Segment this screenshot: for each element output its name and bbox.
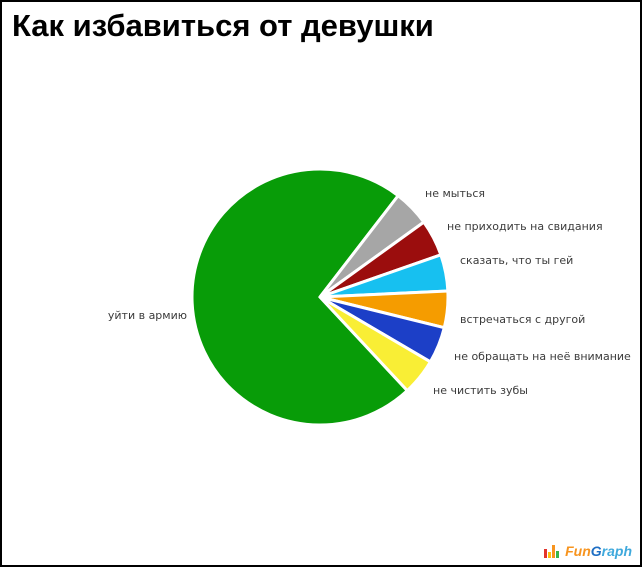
- chart-title: Как избавиться от девушки: [12, 8, 434, 43]
- slice-label-2: не приходить на свидания: [447, 220, 603, 233]
- slice-label-1: не мыться: [425, 187, 485, 200]
- slice-label-3: сказать, что ты гей: [460, 254, 574, 267]
- slice-label-5: не обращать на неё внимание: [454, 350, 631, 363]
- fungraph-wordmark-part-1: G: [590, 543, 602, 559]
- slice-label-6: не чистить зубы: [433, 384, 528, 397]
- fungraph-logo: FunGraph: [544, 544, 632, 558]
- bar-chart-icon-bar: [548, 552, 552, 558]
- pie-slice-6: [318, 295, 433, 393]
- bar-chart-icon-bar: [556, 551, 560, 558]
- fungraph-wordmark-part-2: raph: [601, 543, 632, 559]
- bar-chart-icon: [544, 545, 560, 558]
- fungraph-wordmark-part-0: Fun: [565, 543, 591, 559]
- bar-chart-icon-bar: [552, 545, 556, 558]
- fungraph-wordmark: FunGraph: [565, 544, 632, 558]
- bar-chart-icon-bar: [544, 549, 548, 558]
- slice-label-0: уйти в армию: [107, 309, 187, 322]
- slice-label-4: встречаться с другой: [460, 313, 586, 326]
- pie-slice-0: [190, 167, 410, 427]
